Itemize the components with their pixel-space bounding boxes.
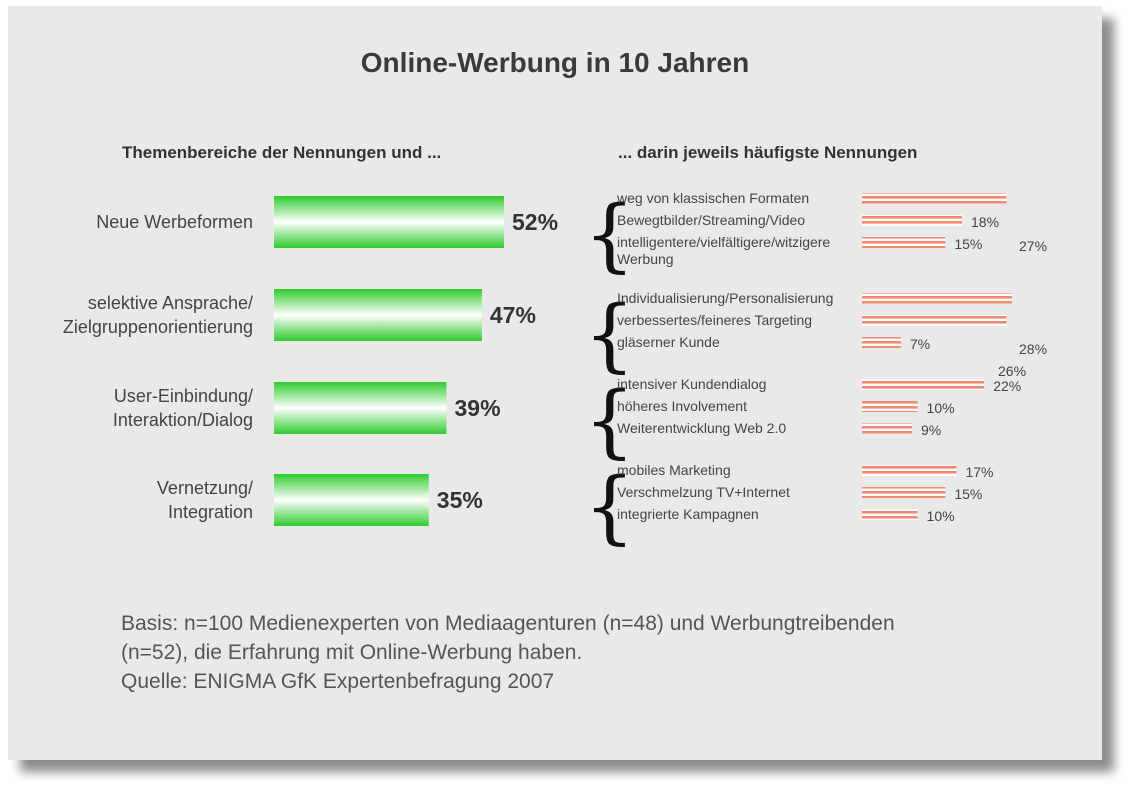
main-bar-value-3: 39%	[455, 395, 501, 421]
item-label-3-2-1: höheres Involvement	[617, 398, 747, 414]
item-label-3-1-1: intensiver Kundendialog	[617, 376, 766, 392]
item-label-4-2-1: Verschmelzung TV+Internet	[617, 484, 790, 500]
item-bar-2-1	[862, 293, 1012, 304]
item-bar-3-2	[862, 401, 918, 412]
item-label-2-3-1: gläserner Kunde	[617, 334, 720, 350]
item-bar-1-3	[862, 237, 946, 248]
category-label-4-1: Vernetzung/	[157, 478, 253, 498]
right-header: ... darin jeweils häufigste Nennungen	[618, 143, 917, 162]
item-bar-2-3	[862, 337, 901, 348]
category-label-4-2: Integration	[168, 502, 253, 522]
group-brace-3: {	[584, 374, 635, 467]
group-brace-4: {	[584, 460, 635, 553]
item-label-1-3-2: Werbung	[617, 251, 674, 267]
main-bar-value-4: 35%	[437, 487, 483, 513]
item-label-2-2-1: verbessertes/feineres Targeting	[617, 312, 812, 328]
category-label-1-1: Neue Werbeformen	[96, 212, 253, 232]
main-bar-4	[274, 474, 429, 526]
floating-label-3: 26%	[998, 363, 1026, 379]
item-label-4-3-1: integrierte Kampagnen	[617, 506, 759, 522]
category-label-2-1: selektive Ansprache/	[88, 293, 253, 313]
footnote-line-1: Basis: n=100 Medienexperten von Mediaage…	[121, 612, 895, 635]
item-label-4-1-1: mobiles Marketing	[617, 462, 731, 478]
item-value-4-3: 10%	[927, 508, 955, 524]
item-bar-4-3	[862, 509, 918, 520]
item-label-1-2-1: Bewegtbilder/Streaming/Video	[617, 212, 805, 228]
main-bar-2	[274, 289, 482, 341]
item-label-1-3-1: intelligentere/vielfältigere/witzigere	[617, 234, 830, 250]
main-bar-1	[274, 196, 504, 248]
item-value-1-2: 18%	[971, 214, 999, 230]
main-bar-value-2: 47%	[490, 302, 536, 328]
chart-svg: Online-Werbung in 10 Jahren Themenbereic…	[63, 47, 1047, 553]
footnote: Basis: n=100 Medienexperten von Mediaage…	[121, 609, 1061, 696]
category-label-3-2: Interaktion/Dialog	[113, 410, 253, 430]
item-bar-3-1	[862, 379, 985, 390]
chart-title: Online-Werbung in 10 Jahren	[361, 47, 749, 78]
main-bars: 52% Neue Werbeformen 47% selektive Ansprach…	[63, 196, 558, 526]
item-bar-1-2	[862, 215, 962, 226]
item-label-3-3-1: Weiterentwicklung Web 2.0	[617, 420, 786, 436]
category-label-3-1: User-Einbindung/	[114, 386, 253, 406]
main-bar-3	[274, 382, 447, 434]
group-brace-2: {	[584, 288, 635, 381]
item-bar-2-2	[862, 315, 1007, 326]
footnote-line-3: Quelle: ENIGMA GfK Expertenbefragung 200…	[121, 670, 555, 693]
item-bar-4-1	[862, 465, 957, 476]
item-label-1-1-1: weg von klassischen Formaten	[616, 190, 809, 206]
item-value-3-3: 9%	[921, 422, 941, 438]
chart-card: Online-Werbung in 10 Jahren Themenbereic…	[8, 6, 1102, 760]
left-header: Themenbereiche der Nennungen und ...	[122, 143, 441, 162]
floating-label-1: 27%	[1019, 238, 1047, 254]
main-bar-value-1: 52%	[512, 209, 558, 235]
item-value-4-1: 17%	[965, 464, 993, 480]
item-value-3-1: 22%	[993, 378, 1021, 394]
item-bar-4-2	[862, 487, 946, 498]
floating-label-2: 28%	[1019, 341, 1047, 357]
floating-labels: 27% 28% 26%	[998, 238, 1047, 379]
group-brace-1: {	[584, 188, 635, 281]
item-value-2-3: 7%	[910, 336, 930, 352]
item-value-3-2: 10%	[927, 400, 955, 416]
item-bars: {weg von klassischen FormatenBewegtbilde…	[584, 188, 1021, 553]
footnote-line-2: (n=52), die Erfahrung mit Online-Werbung…	[121, 641, 583, 664]
category-label-2-2: Zielgruppenorientierung	[63, 317, 253, 337]
item-value-4-2: 15%	[954, 486, 982, 502]
item-bar-3-3	[862, 423, 912, 434]
item-value-1-3: 15%	[954, 236, 982, 252]
item-bar-1-1	[862, 193, 1007, 204]
item-label-2-1-1: Individualisierung/Personalisierung	[617, 290, 833, 306]
